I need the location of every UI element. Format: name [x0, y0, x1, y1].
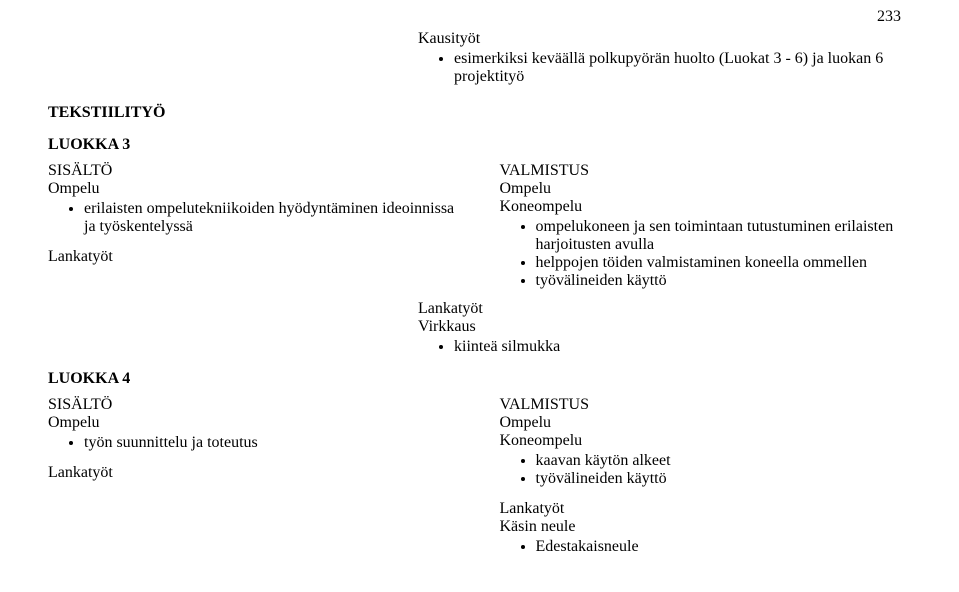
- l3-lankatyot-block: Lankatyöt Virkkaus kiinteä silmukka: [418, 300, 911, 356]
- luokka4-right: VALMISTUS Ompelu Koneompelu kaavan käytö…: [500, 396, 912, 558]
- lankatyot-label: Lankatyöt: [418, 300, 911, 318]
- tekstiilityo-heading: TEKSTIILITYÖ: [48, 104, 911, 122]
- kausityot-heading: Kausityöt: [418, 30, 911, 48]
- luokka3-left: SISÄLTÖ Ompelu erilaisten ompelutekniiko…: [48, 162, 460, 292]
- luokka4-columns: SISÄLTÖ Ompelu työn suunnittelu ja toteu…: [48, 396, 911, 558]
- l3-left-list: erilaisten ompelutekniikoiden hyödyntämi…: [48, 200, 460, 236]
- list-item: työvälineiden käyttö: [536, 470, 912, 488]
- list-item: ompelukoneen ja sen toimintaan tutustumi…: [536, 218, 912, 254]
- kasinneule-label: Käsin neule: [500, 518, 912, 536]
- luokka3-right: VALMISTUS Ompelu Koneompelu ompelukoneen…: [500, 162, 912, 292]
- page-number: 233: [877, 8, 901, 26]
- lankatyot-label: Lankatyöt: [48, 464, 460, 482]
- luokka4-left: SISÄLTÖ Ompelu työn suunnittelu ja toteu…: [48, 396, 460, 558]
- list-item: työvälineiden käyttö: [536, 272, 912, 290]
- list-item: erilaisten ompelutekniikoiden hyödyntämi…: [84, 200, 460, 236]
- luokka3-columns: SISÄLTÖ Ompelu erilaisten ompelutekniiko…: [48, 162, 911, 292]
- l4-right-list: kaavan käytön alkeet työvälineiden käytt…: [500, 452, 912, 488]
- list-item: kiinteä silmukka: [454, 338, 911, 356]
- kausityot-list: esimerkiksi keväällä polkupyörän huolto …: [418, 50, 911, 86]
- list-item: kaavan käytön alkeet: [536, 452, 912, 470]
- koneompelu-label: Koneompelu: [500, 198, 912, 216]
- luokka3-heading: LUOKKA 3: [48, 136, 911, 154]
- list-item: työn suunnittelu ja toteutus: [84, 434, 460, 452]
- lankatyot-label: Lankatyöt: [48, 248, 460, 266]
- valmistus-label: VALMISTUS: [500, 162, 912, 180]
- ompelu-label: Ompelu: [48, 414, 460, 432]
- luokka4-heading: LUOKKA 4: [48, 370, 911, 388]
- sisalto-label: SISÄLTÖ: [48, 396, 460, 414]
- ompelu-label: Ompelu: [500, 180, 912, 198]
- ompelu-label: Ompelu: [500, 414, 912, 432]
- l4-left-list: työn suunnittelu ja toteutus: [48, 434, 460, 452]
- valmistus-label: VALMISTUS: [500, 396, 912, 414]
- top-block: Kausityöt esimerkiksi keväällä polkupyör…: [418, 30, 911, 86]
- list-item: Edestakaisneule: [536, 538, 912, 556]
- lankatyot-label: Lankatyöt: [500, 500, 912, 518]
- sisalto-label: SISÄLTÖ: [48, 162, 460, 180]
- l3-right-list: ompelukoneen ja sen toimintaan tutustumi…: [500, 218, 912, 290]
- virkkaus-label: Virkkaus: [418, 318, 911, 336]
- l4-neule-list: Edestakaisneule: [500, 538, 912, 556]
- list-item: helppojen töiden valmistaminen koneella …: [536, 254, 912, 272]
- koneompelu-label: Koneompelu: [500, 432, 912, 450]
- ompelu-label: Ompelu: [48, 180, 460, 198]
- l3-virkkaus-list: kiinteä silmukka: [418, 338, 911, 356]
- kausityot-item: esimerkiksi keväällä polkupyörän huolto …: [454, 50, 911, 86]
